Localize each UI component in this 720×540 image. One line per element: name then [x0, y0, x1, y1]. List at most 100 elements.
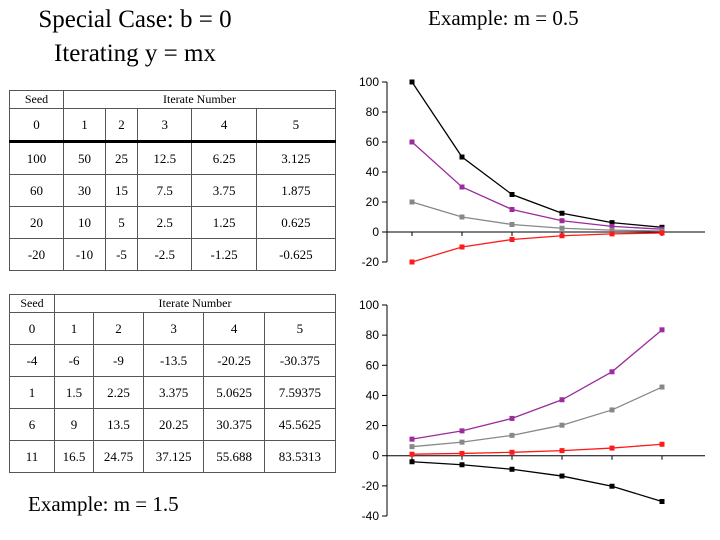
index-cell: 0 [9, 312, 55, 345]
data-point [609, 407, 615, 413]
index-cell: 4 [191, 108, 257, 143]
series-line [411, 461, 663, 503]
data-point [409, 436, 415, 442]
data-point [509, 222, 515, 227]
table-cell: -20.25 [203, 344, 265, 377]
y-tick-label: -40 [362, 509, 380, 523]
series-line [411, 232, 663, 263]
table-cell: 1.25 [191, 206, 257, 239]
data-point [609, 231, 615, 237]
index-cell: 1 [53, 312, 95, 345]
data-point [559, 210, 565, 216]
seed-header: Seed [9, 294, 55, 313]
table-cell: 7.5 [137, 174, 193, 207]
y-tick-label: 40 [366, 388, 380, 402]
table-cell: 5.0625 [203, 376, 265, 409]
y-tick-label: 60 [366, 135, 380, 149]
data-point [459, 154, 465, 160]
data-point [409, 259, 415, 265]
y-tick-label: 0 [372, 449, 379, 463]
table-cell: 0.625 [255, 206, 337, 239]
data-point [509, 192, 515, 197]
table-cell: 55.688 [203, 440, 265, 473]
data-point [509, 466, 515, 472]
data-point [459, 244, 465, 250]
data-point [659, 327, 665, 333]
series-line [411, 201, 663, 232]
data-point [509, 432, 515, 438]
data-point [559, 218, 565, 224]
series-line [411, 329, 663, 440]
data-point [659, 441, 665, 447]
table-cell: 100 [9, 141, 64, 175]
data-point [459, 462, 465, 468]
series-line [411, 386, 663, 448]
data-point [559, 233, 565, 239]
table-cell: -10 [63, 238, 106, 271]
table-cell: 60 [9, 174, 64, 207]
data-point [409, 459, 415, 465]
table-cell: 1 [9, 376, 55, 409]
data-point [559, 397, 565, 403]
data-point [609, 369, 615, 375]
seed-header: Seed [9, 90, 64, 109]
data-point [609, 483, 615, 489]
table-cell: -5 [104, 238, 139, 271]
iterate-header: Iterate Number [54, 294, 336, 313]
index-cell: 0 [9, 108, 64, 143]
table-cell: 30 [63, 174, 106, 207]
index-cell: 5 [263, 312, 337, 345]
data-point [559, 422, 565, 428]
table-cell: -0.625 [255, 238, 337, 271]
table-cell: -1.25 [191, 238, 257, 271]
data-point [459, 428, 465, 434]
data-point [659, 498, 665, 504]
data-point [559, 448, 565, 454]
table-m-0-5: Seed Iterate Number 0 1 2 3 4 5 100 50 2… [9, 90, 337, 271]
data-point [409, 199, 415, 205]
table-cell: 7.59375 [263, 376, 337, 409]
table-cell: -6 [53, 344, 95, 377]
table-cell: -20 [9, 238, 64, 271]
data-point [409, 444, 415, 450]
table-cell: 11 [9, 440, 55, 473]
table-cell: 24.75 [93, 440, 144, 473]
example-top-label: Example: m = 0.5 [428, 6, 579, 30]
data-point [409, 451, 415, 457]
table-cell: 2.25 [93, 376, 144, 409]
example-bottom-label: Example: m = 1.5 [28, 492, 179, 516]
table-cell: 20.25 [142, 408, 205, 441]
y-tick-label: 100 [359, 75, 379, 89]
table-cell: 25 [104, 141, 139, 175]
y-tick-label: 60 [366, 358, 380, 372]
index-cell: 4 [203, 312, 265, 345]
series-line [411, 141, 663, 230]
data-point [459, 184, 465, 190]
table-cell: 12.5 [137, 141, 193, 175]
table-cell: 45.5625 [263, 408, 337, 441]
title-line-2: Iterating y = mx [54, 40, 216, 67]
y-tick-label: 100 [359, 298, 379, 312]
table-cell: 3.75 [191, 174, 257, 207]
table-cell: 10 [63, 206, 106, 239]
table-cell: 16.5 [53, 440, 95, 473]
index-cell: 2 [104, 108, 139, 143]
table-cell: 3.125 [255, 141, 337, 175]
y-tick-label: 0 [372, 225, 379, 239]
index-cell: 1 [63, 108, 106, 143]
chart-m-1-5: -40 -20 0 20 40 60 80 100 [359, 298, 705, 523]
data-point [459, 214, 465, 220]
data-point [609, 223, 615, 229]
data-point [509, 207, 515, 212]
y-tick-label: 20 [366, 195, 380, 209]
y-tick-label: -20 [362, 255, 380, 269]
table-m-1-5: Seed Iterate Number 0 1 2 3 4 5 -4 -6 -9… [9, 294, 337, 473]
table-cell: 1.875 [255, 174, 337, 207]
table-cell: 3.375 [142, 376, 205, 409]
table-cell: 30.375 [203, 408, 265, 441]
data-point [509, 449, 515, 455]
y-tick-label: 40 [366, 165, 380, 179]
data-point [509, 237, 515, 242]
title-line-1: Special Case: b = 0 [38, 6, 232, 33]
data-point [659, 230, 665, 236]
